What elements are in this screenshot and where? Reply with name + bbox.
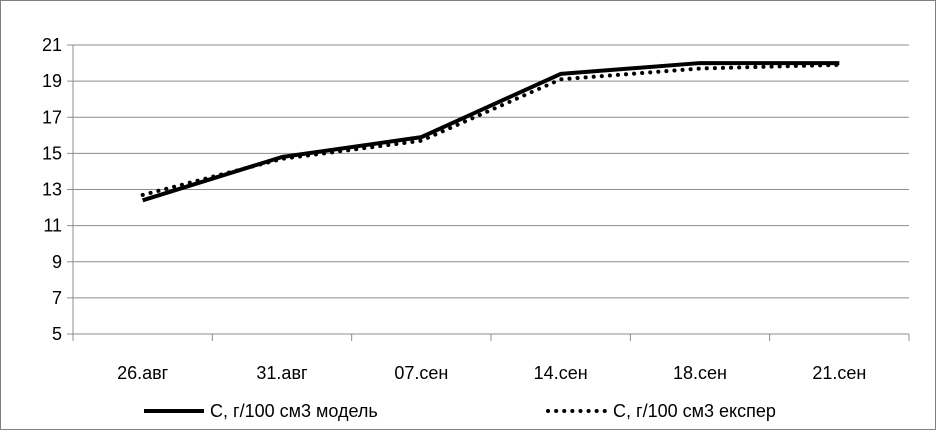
x-tick-label: 21.сен xyxy=(812,363,866,383)
series-line-model xyxy=(142,61,840,203)
y-tick-label: 17 xyxy=(42,107,62,127)
x-tick-label: 31.авг xyxy=(256,363,308,383)
y-tick-label: 11 xyxy=(43,216,62,236)
legend-label-exper: С, г/100 см3 експер xyxy=(613,401,776,421)
y-tick-label: 19 xyxy=(42,71,62,91)
series-lines xyxy=(140,61,842,203)
x-tick-label: 26.авг xyxy=(117,363,169,383)
y-tick-label: 5 xyxy=(52,324,62,344)
series-line-exper xyxy=(140,62,842,197)
x-tick-label: 14.сен xyxy=(534,363,588,383)
x-tick-label: 07.сен xyxy=(394,363,448,383)
x-tick-label: 18.сен xyxy=(673,363,727,383)
y-tick-label: 7 xyxy=(52,288,62,308)
legend-label-model: С, г/100 см3 модель xyxy=(210,401,378,421)
legend: С, г/100 см3 модель С, г/100 см3 експер xyxy=(144,401,776,421)
y-tick-label: 21 xyxy=(42,35,62,55)
axes xyxy=(67,44,910,341)
gridlines xyxy=(73,44,909,299)
y-tick-label: 15 xyxy=(42,143,62,163)
y-tick-labels: 5 7 9 11 13 15 17 19 21 xyxy=(42,35,62,344)
y-tick-label: 13 xyxy=(42,180,62,200)
y-tick-label: 9 xyxy=(52,252,62,272)
x-tick-labels: 26.авг 31.авг 07.сен 14.сен 18.сен 21.сен xyxy=(117,363,866,383)
